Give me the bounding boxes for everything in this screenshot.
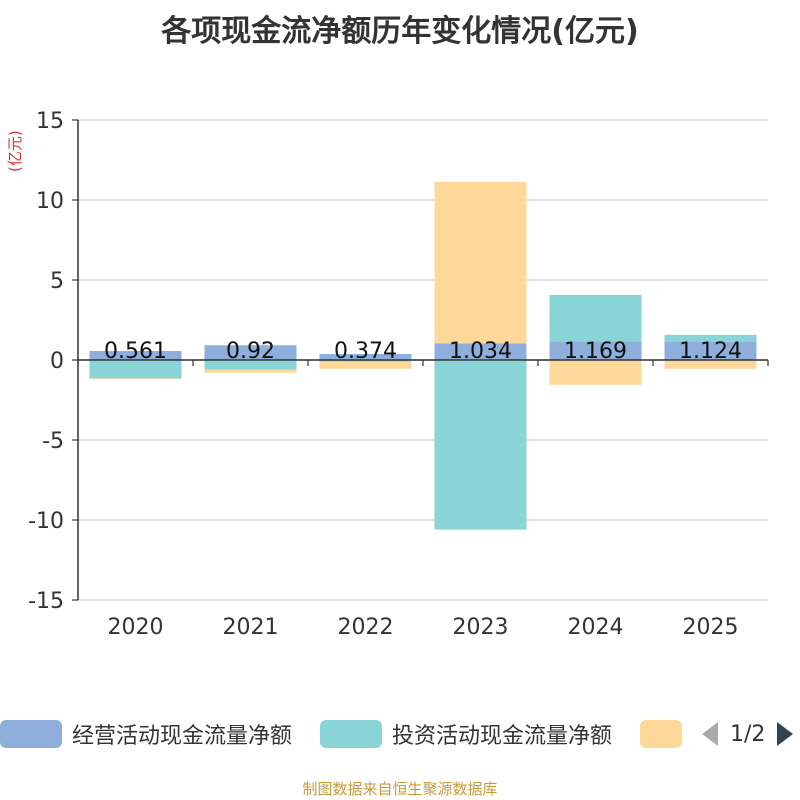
y-tick-label: 0 bbox=[50, 349, 64, 374]
bar-2020-s2[interactable] bbox=[89, 378, 182, 380]
legend-item-operating[interactable]: 经营活动现金流量净额 bbox=[0, 716, 292, 752]
bar-2025-s1[interactable] bbox=[664, 334, 757, 343]
data-label: 0.92 bbox=[226, 339, 275, 364]
legend-label-investing: 投资活动现金流量净额 bbox=[392, 724, 613, 749]
legend-swatch-operating bbox=[0, 720, 62, 748]
legend-swatch-financing bbox=[640, 720, 682, 748]
legend-page-indicator: 1/2 bbox=[730, 721, 766, 747]
bar-2023-s1[interactable] bbox=[434, 360, 527, 530]
legend-item-investing[interactable]: 投资活动现金流量净额 bbox=[320, 716, 612, 752]
y-tick-label: -5 bbox=[42, 429, 64, 454]
y-tick-label: -15 bbox=[28, 589, 64, 614]
bar-2022-s0[interactable] bbox=[319, 354, 412, 360]
bar-2024-s1[interactable] bbox=[549, 294, 642, 342]
x-tick-label: 2025 bbox=[683, 615, 739, 640]
legend-item-financing[interactable] bbox=[640, 716, 682, 752]
bar-2024-s0[interactable] bbox=[549, 341, 642, 360]
bar-2024-s2[interactable] bbox=[549, 360, 642, 385]
bar-2020-s1[interactable] bbox=[89, 360, 182, 379]
bar-2025-s2[interactable] bbox=[664, 360, 757, 369]
bar-2025-s0[interactable] bbox=[664, 342, 757, 360]
y-tick-label: -10 bbox=[28, 509, 64, 534]
legend-pager: 1/2 bbox=[700, 716, 795, 752]
next-page-icon[interactable] bbox=[775, 720, 795, 748]
bar-2023-s2[interactable] bbox=[434, 181, 527, 344]
y-tick-label: 10 bbox=[36, 189, 64, 214]
bar-2021-s1[interactable] bbox=[204, 360, 297, 370]
chart-plot: 15 10 5 0 -5 -10 -15 2020 2021 2022 2023 2024 2025 0… bbox=[28, 109, 769, 640]
y-tick-label: 5 bbox=[50, 269, 64, 294]
bar-2021-s0[interactable] bbox=[204, 345, 297, 360]
bar-2020-s0[interactable] bbox=[89, 351, 182, 360]
chart-title: 各项现金流净额历年变化情况(亿元) bbox=[161, 14, 639, 49]
bar-2023-s0[interactable] bbox=[434, 343, 527, 360]
data-label: 1.169 bbox=[564, 339, 627, 364]
x-tick-label: 2022 bbox=[338, 615, 394, 640]
data-source-footer: 制图数据来自恒生聚源数据库 bbox=[302, 780, 498, 798]
x-tick-label: 2023 bbox=[453, 615, 509, 640]
bar-2021-s2[interactable] bbox=[204, 369, 297, 373]
legend: 经营活动现金流量净额 投资活动现金流量净额 bbox=[0, 716, 800, 752]
legend-swatch-investing bbox=[320, 720, 382, 748]
data-label: 0.561 bbox=[104, 339, 167, 364]
data-label: 0.374 bbox=[334, 339, 397, 364]
axes: 15 10 5 0 -5 -10 -15 2020 2021 2022 2023 2024 2025 bbox=[28, 109, 769, 640]
bars bbox=[89, 181, 757, 530]
x-tick-label: 2020 bbox=[108, 615, 164, 640]
data-label: 1.034 bbox=[449, 339, 512, 364]
legend-label-operating: 经营活动现金流量净额 bbox=[72, 724, 293, 749]
data-label: 1.124 bbox=[679, 339, 742, 364]
x-tick-label: 2024 bbox=[568, 615, 624, 640]
bar-2022-s1[interactable] bbox=[319, 360, 412, 362]
bar-2022-s2[interactable] bbox=[319, 361, 412, 369]
prev-page-icon[interactable] bbox=[700, 720, 720, 748]
x-tick-label: 2021 bbox=[223, 615, 279, 640]
data-labels: 0.561 0.92 0.374 1.034 1.169 1.124 bbox=[104, 339, 742, 364]
y-tick-label: 15 bbox=[36, 109, 64, 134]
